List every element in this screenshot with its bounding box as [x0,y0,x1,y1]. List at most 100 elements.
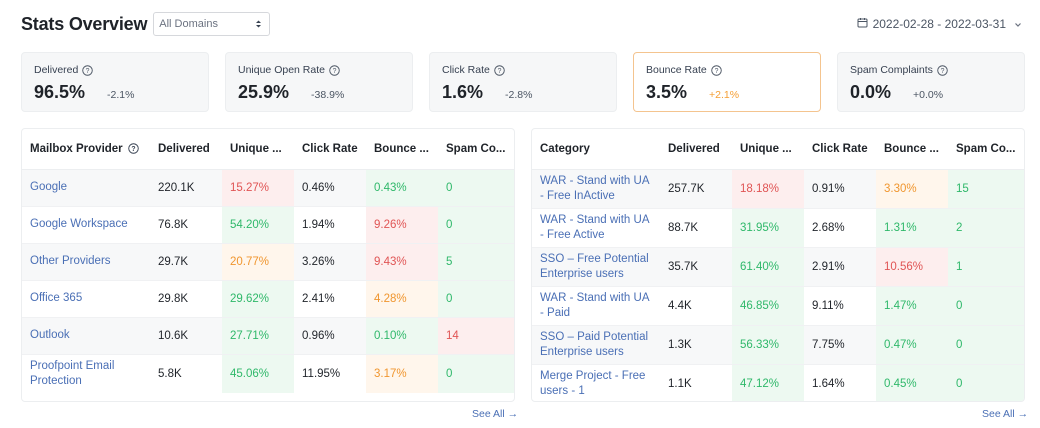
table-row: SSO – Free Potential Enterprise users 35… [532,247,1024,287]
provider-link[interactable]: Proofpoint Email Protection [30,359,115,387]
domain-select-value: All Domains [159,18,218,30]
kpi-label: Bounce Rate [646,64,707,76]
bounce-rate-cell: 3.30% [876,169,948,209]
kpi-value: 96.5% [34,82,86,102]
table-row: WAR - Stand with UA - Free InActive 257.… [532,169,1024,209]
kpi-change: +0.0% [913,89,944,101]
column-header-delivered[interactable]: Delivered [150,129,222,170]
provider-link[interactable]: Other Providers [22,243,150,281]
kpi-card-click-rate[interactable]: Click Rate? 1.6% -2.8% [429,52,617,112]
column-header-click-rate[interactable]: Click Rate [294,129,366,170]
provider-link[interactable]: Outlook [22,317,150,355]
open-rate-cell: 15.27% [222,169,294,207]
spam-cell: 5 [438,243,514,281]
spam-cell: 0 [948,286,1024,326]
kpi-card-unique-open-rate[interactable]: Unique Open Rate? 25.9% -38.9% [225,52,413,112]
chevron-down-icon [1014,17,1022,31]
table-row: Outlook 10.6K 27.71% 0.96% 0.10% 14 [22,317,514,355]
bounce-rate-cell: 9.43% [366,243,438,281]
table-row: Google 220.1K 15.27% 0.46% 0.43% 0 [22,169,514,207]
table-row: Google Workspace 76.8K 54.20% 1.94% 9.26… [22,206,514,244]
calendar-icon [857,17,868,31]
table-row: Merge Project - Free users - 1 1.1K 47.1… [532,364,1024,401]
click-rate-cell: 7.75% [804,325,876,365]
column-header-bounce[interactable]: Bounce ... [366,129,438,170]
spam-cell: 0 [438,354,514,393]
spam-cell: 14 [438,317,514,355]
svg-text:?: ? [714,67,718,74]
category-link[interactable]: SSO – Free Potential Enterprise users [532,247,660,287]
provider-link[interactable]: Office 365 [22,280,150,318]
kpi-value: 1.6% [442,82,484,102]
bounce-rate-cell: 1.31% [876,208,948,248]
category-link[interactable]: SSO – Paid Potential Enterprise users [532,325,660,365]
open-rate-cell: 61.40% [732,247,804,287]
bounce-rate-cell: 9.26% [366,206,438,244]
column-header-category[interactable]: Category [532,129,660,170]
column-header-click-rate[interactable]: Click Rate [804,129,876,170]
column-header-unique-open[interactable]: Unique ... [732,129,804,170]
bounce-rate-cell: 0.47% [876,325,948,365]
column-header-unique-open[interactable]: Unique ... [222,129,294,170]
column-header-spam[interactable]: Spam Co... [438,129,514,170]
kpi-value: 25.9% [238,82,290,102]
help-icon[interactable]: ? [329,64,340,76]
click-rate-cell: 1.94% [294,206,366,244]
column-header-delivered[interactable]: Delivered [660,129,732,170]
column-header-bounce[interactable]: Bounce ... [876,129,948,170]
kpi-card-delivered[interactable]: Delivered? 96.5% -2.1% [21,52,209,112]
spam-cell: 0 [948,364,1024,401]
date-range-picker[interactable]: 2022-02-28 - 2022-03-31 [857,17,1022,31]
table-header-row: Category Delivered Unique ... Click Rate… [532,129,1024,170]
category-link[interactable]: WAR - Stand with UA - Paid [532,286,660,326]
spam-cell: 0 [948,325,1024,365]
open-rate-cell: 31.95% [732,208,804,248]
svg-text:?: ? [86,67,90,74]
help-icon[interactable]: ? [494,64,505,76]
click-rate-cell: 0.46% [294,169,366,207]
kpi-label: Spam Complaints [850,64,933,76]
provider-link[interactable]: Google Workspace [22,206,150,244]
table-row: SSO – Paid Potential Enterprise users 1.… [532,325,1024,365]
column-header-spam[interactable]: Spam Co... [948,129,1024,170]
category-link[interactable]: Merge Project - Free users - 1 [540,369,646,397]
open-rate-cell: 29.62% [222,280,294,318]
see-all-link-mailbox[interactable]: See All → [472,408,519,420]
click-rate-cell: 2.91% [804,247,876,287]
spam-cell: 0 [438,280,514,318]
spam-cell: 0 [438,169,514,207]
open-rate-cell: 45.06% [222,354,294,393]
table-row: Other Providers 29.7K 20.77% 3.26% 9.43%… [22,243,514,281]
click-rate-cell: 3.26% [294,243,366,281]
page-title: Stats Overview [21,13,148,34]
spam-cell: 0 [438,206,514,244]
help-icon[interactable]: ? [710,64,722,76]
help-icon[interactable]: ? [937,64,948,76]
category-link[interactable]: WAR - Stand with UA - Free Active [532,208,660,248]
delivered-cell: 29.7K [150,243,222,281]
mailbox-provider-table: Mailbox Provider? Delivered Unique ... C… [21,128,515,402]
delivered-cell: 29.8K [150,280,222,318]
spam-cell: 2 [948,208,1024,248]
open-rate-cell: 18.18% [732,169,804,209]
kpi-row: Delivered? 96.5% -2.1% Unique Open Rate? … [21,52,1025,112]
header: Stats Overview All Domains 2022-02-28 - … [21,11,1022,37]
kpi-value: 3.5% [646,82,688,102]
select-arrows-icon [255,19,262,29]
category-table: Category Delivered Unique ... Click Rate… [531,128,1025,402]
help-icon[interactable]: ? [127,143,139,154]
delivered-cell: 10.6K [150,317,222,355]
kpi-value: 0.0% [850,82,892,102]
click-rate-cell: 2.68% [804,208,876,248]
click-rate-cell: 0.96% [294,317,366,355]
table-row: WAR - Stand with UA - Paid 4.4K 46.85% 9… [532,286,1024,326]
kpi-card-bounce-rate[interactable]: Bounce Rate? 3.5% +2.1% [633,52,821,112]
category-link[interactable]: WAR - Stand with UA - Free InActive [532,169,660,209]
kpi-card-spam-complaints[interactable]: Spam Complaints? 0.0% +0.0% [837,52,1025,112]
column-header-mailbox-provider[interactable]: Mailbox Provider? [22,129,150,170]
see-all-link-category[interactable]: See All → [982,408,1029,420]
provider-link[interactable]: Google [22,169,150,207]
help-icon[interactable]: ? [82,64,94,76]
kpi-label: Delivered [34,64,79,76]
domain-select[interactable]: All Domains [153,12,271,36]
